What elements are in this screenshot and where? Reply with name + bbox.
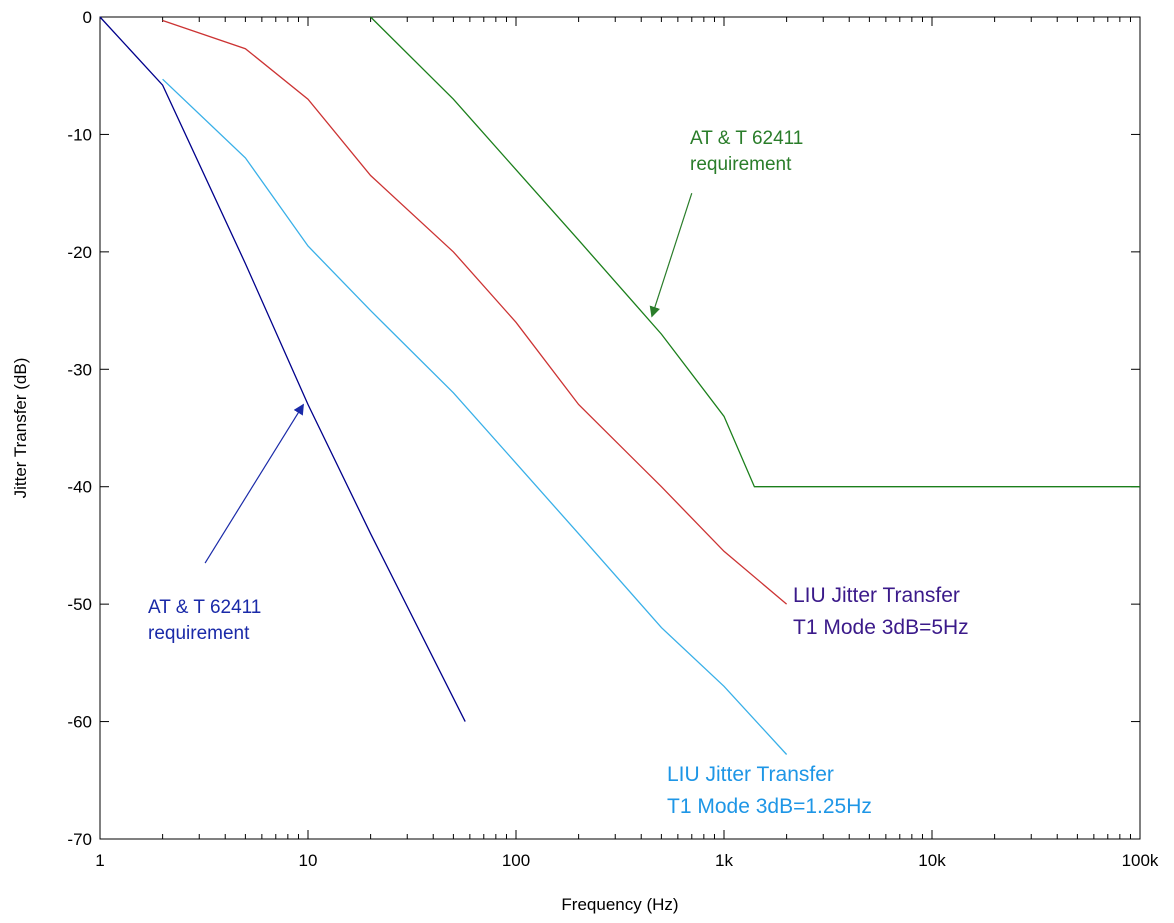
x-minor-ticks <box>162 17 1131 839</box>
annotation-att-green-line2: requirement <box>690 154 792 175</box>
annotation-att-green-line1: AT & T 62411 <box>690 128 803 149</box>
x-major-ticks <box>99 17 1141 839</box>
annotation-att-blue-arrow <box>204 403 304 564</box>
y-tick-label: -10 <box>67 125 92 144</box>
annotation-liu-125hz: LIU Jitter Transfer T1 Mode 3dB=1.25Hz <box>667 763 872 818</box>
y-tick-label: -30 <box>67 360 92 379</box>
series-line-3 <box>370 16 1140 488</box>
series-line-1 <box>162 78 788 755</box>
x-tick-label: 1k <box>715 851 733 870</box>
series-line-2 <box>162 19 788 605</box>
y-axis-title: Jitter Transfer (dB) <box>11 358 30 499</box>
x-axis-title: Frequency (Hz) <box>561 895 678 914</box>
series-layer <box>99 16 1140 755</box>
annotation-att-green: AT & T 62411 requirement <box>649 128 803 318</box>
x-tick-label: 1 <box>95 851 104 870</box>
annotation-liu-5hz-line1: LIU Jitter Transfer <box>793 584 960 607</box>
x-tick-label: 10k <box>918 851 946 870</box>
y-tick-label: -60 <box>67 713 92 732</box>
annotation-liu-125hz-line2: T1 Mode 3dB=1.25Hz <box>667 795 872 818</box>
y-tick-label: -40 <box>67 478 92 497</box>
series-line-0 <box>99 16 466 722</box>
annotation-liu-125hz-line1: LIU Jitter Transfer <box>667 763 834 786</box>
annotation-att-blue-line1: AT & T 62411 <box>148 597 261 618</box>
y-major-ticks <box>100 16 1140 840</box>
annotation-att-blue-line2: requirement <box>148 623 250 644</box>
x-tick-label: 100 <box>502 851 530 870</box>
y-tick-label: -70 <box>67 830 92 849</box>
y-tick-label: -20 <box>67 243 92 262</box>
x-tick-label: 100k <box>1122 851 1159 870</box>
annotation-att-blue: AT & T 62411 requirement <box>148 403 304 644</box>
x-tick-label: 10 <box>299 851 318 870</box>
y-tick-label: 0 <box>83 8 92 27</box>
y-tick-labels: 0 -10 -20 -30 -40 -50 -60 -70 <box>67 8 92 849</box>
y-tick-label: -50 <box>67 595 92 614</box>
annotation-att-green-arrow <box>649 192 693 318</box>
annotation-liu-5hz-line2: T1 Mode 3dB=5Hz <box>793 616 969 639</box>
annotation-liu-5hz: LIU Jitter Transfer T1 Mode 3dB=5Hz <box>793 584 969 639</box>
plot-area <box>99 16 1141 840</box>
x-tick-labels: 1 10 100 1k 10k 100k <box>95 851 1159 870</box>
